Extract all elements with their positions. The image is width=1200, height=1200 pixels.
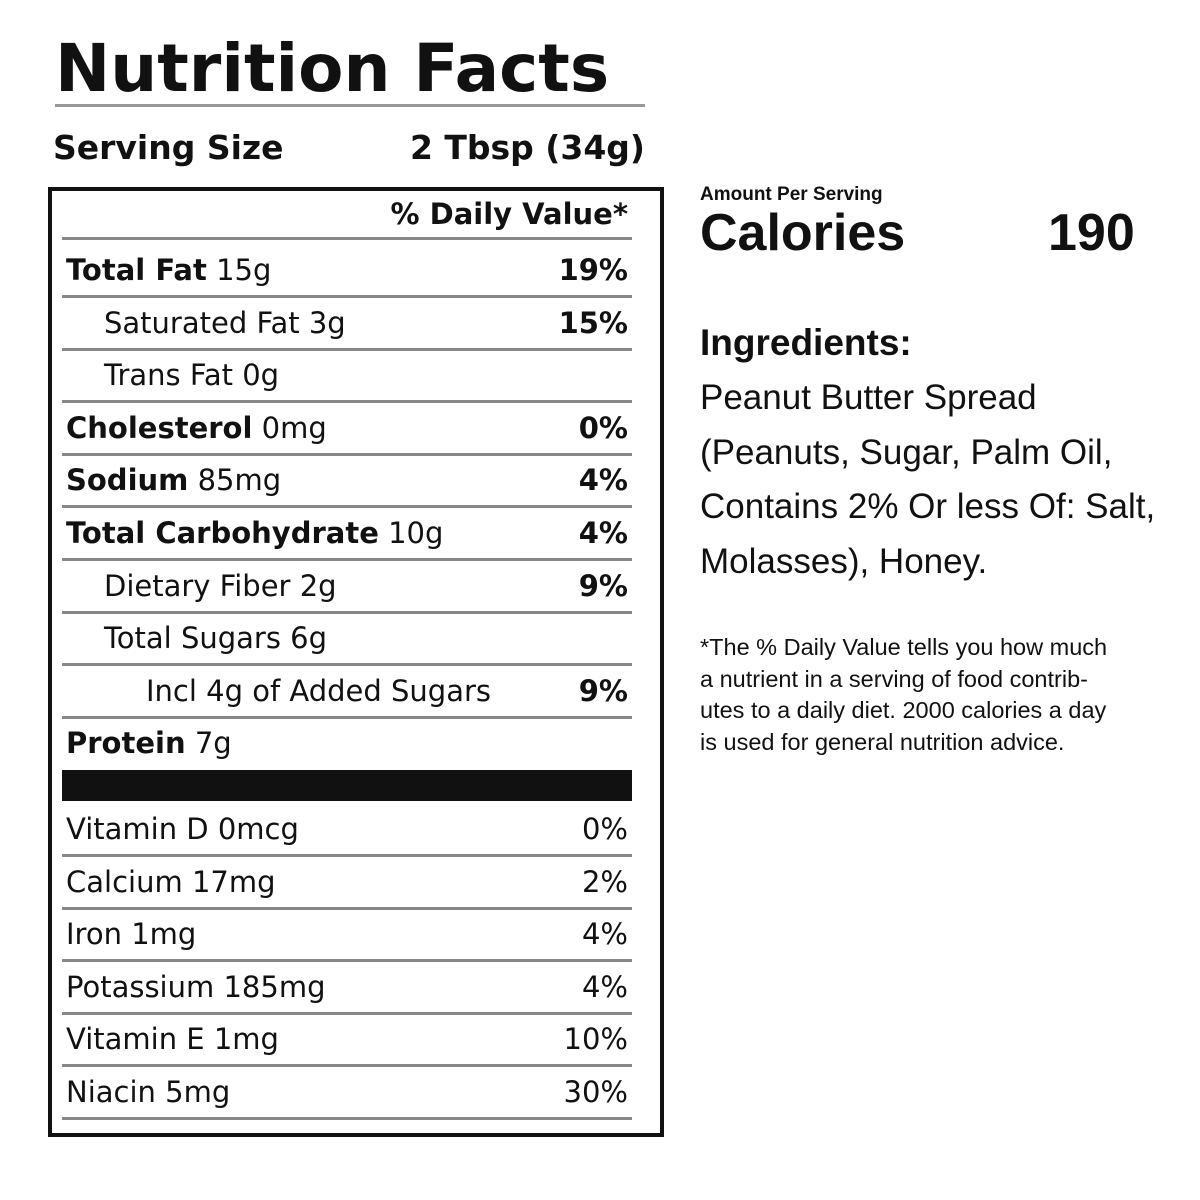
footnote-line: is used for general nutrition advice. [700,728,1065,755]
nutrient-row: Cholesterol 0mg 0% [62,403,632,456]
ingredients-line: Molasses), Honey. [700,541,988,581]
nutrient-name: Dietary Fiber [104,568,291,603]
thick-bar [62,770,632,801]
nutrient-name: Vitamin D [66,812,209,846]
nutrient: Vitamin E 1mg [66,1014,279,1064]
nutrient: Sodium 85mg [66,455,281,505]
nutrient-amount: 1mg [213,1022,279,1057]
nutrient-name: Protein [66,726,186,761]
nutrient-amount: 5mg [165,1075,231,1109]
ingredients-line: Contains 2% Or less Of: Salt, [700,487,1156,526]
nutrient-amount: 85mg [197,463,282,498]
nutrient-amount: 2g [299,568,337,603]
nutrient-name: Trans Fat [104,358,234,393]
ingredients-line: (Peanuts, Sugar, Palm Oil, [700,432,1113,472]
facts-box [48,187,664,1137]
daily-value: 9% [578,568,628,603]
serving-value: 2 Tbsp (34g) [409,128,645,167]
nutrient: Total Carbohydrate 10g [66,508,443,558]
nutrient-amount: 10g [388,516,444,550]
nutrient-name: Calcium [66,864,183,899]
daily-value: 9% [578,673,628,708]
daily-value: 15% [558,305,628,340]
nutrient: Iron 1mg [66,909,196,959]
footnote-line: *The % Daily Value tells you how much [700,634,1108,660]
nutrient-name: Total Sugars [104,621,281,656]
footnote-line: a nutrient in a serving of food contrib- [700,665,1088,692]
nutrient-row: Protein 7g [62,718,632,768]
nutrient: Potassium 185mg [66,962,325,1012]
nutrient-row: Incl 4g of Added Sugars 9% [62,666,632,719]
nutrient: Dietary Fiber 2g [104,561,337,611]
daily-value: 4% [578,463,628,498]
nutrient-row: Saturated Fat 3g 15% [62,298,632,351]
nutrient-row: Total Carbohydrate 10g 4% [62,508,632,561]
nutrient: Calcium 17mg [66,857,276,907]
nutrient: Niacin 5mg [66,1067,230,1117]
serving-label: Serving Size [53,128,284,167]
dv-header: % Daily Value* [390,197,628,231]
nutrient-name: Sodium [66,463,189,498]
daily-value: 19% [558,253,628,287]
nutrient-name: Incl 4g of Added Sugars [146,673,492,708]
nutrient-row: Iron 1mg 4% [62,909,632,963]
daily-value: 4% [581,969,628,1004]
ingredients-line: Peanut Butter Spread [700,378,1037,417]
nutrient-row: Vitamin D 0mcg 0% [62,804,632,857]
nutrient-amount: 185mg [223,969,326,1004]
nutrient-name: Potassium [66,969,215,1004]
nutrient-row: Vitamin E 1mg 10% [62,1014,632,1068]
header-row: % Daily Value* [62,197,632,240]
nutrient-amount: 0mcg [217,812,299,846]
daily-value: 0% [581,812,628,846]
nutrient-amount: 1mg [131,917,197,952]
daily-value: 0% [578,410,628,445]
daily-value: 4% [581,917,628,952]
nutrient-row: Total Sugars 6g [62,613,632,667]
nutrient-row: Sodium 85mg 4% [62,455,632,509]
daily-value: 2% [581,864,628,899]
calories-value: 190 [1048,204,1135,262]
nutrient-name: Cholesterol [66,410,253,445]
nutrient-name: Vitamin E [66,1022,205,1057]
nutrient-name: Iron [66,917,122,952]
nutrient-row: Trans Fat 0g [62,350,632,404]
nutrient-amount: 17mg [191,864,276,899]
daily-value: 4% [578,516,628,550]
daily-value: 30% [563,1075,628,1109]
nutrient-amount: 0g [242,358,280,393]
nutrient-row: Niacin 5mg 30% [62,1067,632,1120]
nutrient-row: Dietary Fiber 2g 9% [62,561,632,614]
nutrient: Total Fat 15g [66,245,271,295]
nutrient: Cholesterol 0mg [66,403,327,453]
nutrient-amount: 6g [290,621,328,656]
nutrient-name: Niacin [66,1075,156,1109]
nutrient: Incl 4g of Added Sugars [146,666,491,716]
nutrient-amount: 3g [308,305,346,340]
calories-label: Calories [700,204,906,262]
nutrient: Vitamin D 0mcg [66,804,299,854]
footnote-line: utes to a daily diet. 2000 calories a da… [700,697,1107,723]
nutrient-amount: 15g [216,253,272,287]
nutrient-name: Total Fat [66,253,207,287]
nutrient-row: Calcium 17mg 2% [62,857,632,910]
nutrient-row: Potassium 185mg 4% [62,962,632,1015]
nutrient-amount: 0mg [261,410,327,445]
daily-value: 10% [563,1022,628,1057]
nutrient-name: Saturated Fat [104,305,300,340]
amount-caption: Amount Per Serving [700,184,883,205]
nutrient-name: Total Carbohydrate [66,516,379,550]
title: Nutrition Facts [55,30,610,107]
nutrient-amount: 7g [194,726,232,761]
nutrient: Saturated Fat 3g [104,298,346,348]
nutrient: Protein 7g [66,718,232,768]
nutrient: Total Sugars 6g [104,613,327,663]
nutrient-row: Total Fat 15g 19% [62,245,632,298]
ingredients-heading: Ingredients: [700,322,912,363]
title-rule [55,104,645,107]
nutrient: Trans Fat 0g [104,350,279,400]
